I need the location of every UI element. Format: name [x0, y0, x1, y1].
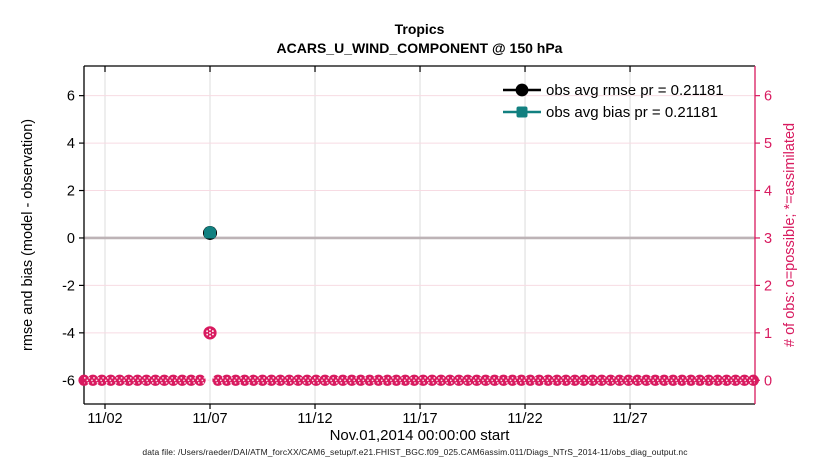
obs-count-marker-speckle: [206, 330, 209, 333]
obs-count-band-marker: [506, 374, 519, 386]
legend-label-bias: obs avg bias pr = 0.21181: [546, 103, 718, 121]
left-tick-label: -2: [62, 278, 75, 294]
x-tick-label: 11/02: [87, 411, 122, 427]
obs-count-band-marker: [78, 374, 90, 386]
chart-titles: Tropics ACARS_U_WIND_COMPONENT @ 150 hPa: [84, 20, 755, 58]
right-tick-label: 5: [764, 136, 772, 152]
x-axis-label: Nov.01,2014 00:00:00 start: [329, 427, 510, 444]
plot-canvas: 11/02 11/07 11/12 11/17 11/22 11/27 6 5 4 3 2 1 0 6 4 2…: [62, 65, 772, 427]
left-tick-label: 4: [67, 136, 75, 152]
right-tick-label: 4: [764, 184, 772, 200]
obs-count-marker-speckle: [208, 328, 211, 331]
obs-count-band-marker: [194, 374, 206, 386]
obs-count-band-marker: [87, 374, 99, 386]
left-tick-label: 0: [67, 231, 75, 247]
legend-entry-bias: obs avg bias pr = 0.21181: [502, 101, 724, 123]
obs-count-band-marker: [685, 374, 697, 386]
obs-count-marker-speckle: [211, 333, 214, 336]
x-tick-label: 11/07: [192, 411, 227, 427]
right-tick-label: 2: [764, 278, 772, 294]
right-tick-label: 6: [764, 89, 772, 105]
obs-count-band-marker: [212, 374, 224, 386]
obs-count-band-marker: [676, 374, 688, 386]
bias-data-point-cap: [204, 226, 216, 238]
plot-area: 11/02 11/07 11/12 11/17 11/22 11/27 6 5 4 3 2 1 0 6 4 2…: [62, 65, 772, 427]
left-y-axis-label: rmse and bias (model - observation): [20, 118, 36, 352]
obs-count-band-marker: [667, 374, 679, 386]
right-tick-label: 1: [764, 326, 772, 342]
x-tick-label: 11/22: [507, 411, 542, 427]
obs-count-band-marker: [355, 374, 367, 386]
right-y-axis-label: # of obs: o=possible; *=assimilated: [782, 122, 798, 348]
right-tick-label: 3: [764, 231, 772, 247]
obs-count-band-marker: [221, 374, 233, 386]
obs-count-band-marker: [364, 374, 376, 386]
chart-subtitle: ACARS_U_WIND_COMPONENT @ 150 hPa: [276, 40, 563, 56]
legend-marker-bias-icon: [503, 106, 541, 118]
obs-count-band-marker: [230, 374, 242, 386]
legend-label-rmse: obs avg rmse pr = 0.21181: [546, 81, 724, 99]
obs-count-band-marker: [372, 374, 385, 386]
x-tick-label: 11/17: [402, 411, 437, 427]
obs-count-band-marker: [533, 374, 545, 386]
x-tick-label: 11/27: [612, 411, 647, 427]
legend: obs avg rmse pr = 0.21181 obs avg bias p…: [502, 79, 724, 123]
left-tick-label: 2: [67, 184, 75, 200]
obs-count-marker-speckle: [209, 331, 211, 334]
obs-count-band-marker: [658, 374, 670, 386]
obs-count-band-marker: [524, 374, 536, 386]
obs-count-marker-speckle: [206, 333, 209, 336]
legend-marker-rmse-icon: [503, 83, 541, 97]
obs-count-marker-speckle: [211, 330, 214, 333]
left-tick-label: -6: [62, 373, 75, 389]
right-tick-label: 0: [764, 373, 772, 389]
legend-entry-rmse: obs avg rmse pr = 0.21181: [502, 79, 724, 101]
obs-count-band-marker: [381, 374, 394, 386]
left-tick-label: -4: [62, 326, 75, 342]
obs-count-band-marker: [515, 374, 527, 386]
left-tick-label: 6: [67, 89, 75, 105]
x-tick-label: 11/12: [297, 411, 332, 427]
obs-count-marker-speckle: [209, 335, 212, 338]
chart-title: Tropics: [394, 21, 445, 37]
data-file-path: data file: /Users/raeder/DAI/ATM_forcXX/…: [142, 447, 688, 457]
